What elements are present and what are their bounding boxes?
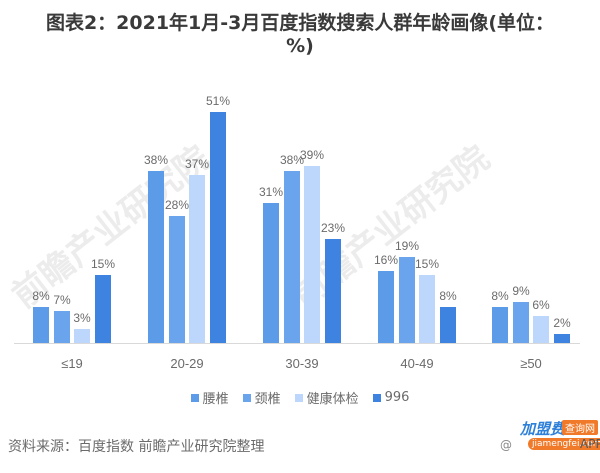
data-label: 8% xyxy=(491,289,509,303)
data-label: 7% xyxy=(53,293,71,307)
legend-label: 996 xyxy=(384,390,410,405)
badge-brand: 加盟费 xyxy=(520,420,566,438)
bar xyxy=(440,307,456,343)
data-label: 38% xyxy=(279,153,305,167)
data-label: 31% xyxy=(258,185,284,199)
bar xyxy=(378,271,394,343)
x-tick-label: 40-49 xyxy=(400,356,434,371)
legend-label: 健康体检 xyxy=(306,392,359,407)
bar xyxy=(74,329,90,343)
bar xyxy=(304,166,320,343)
bar xyxy=(189,175,205,343)
data-label: 19% xyxy=(394,239,420,253)
x-axis-line xyxy=(14,343,580,344)
plot-area: 8% 7% 3% 15% ≤19 38% 28% 37% 51% 20-29 31% 38% 39% 23… xyxy=(32,94,571,371)
data-label: 38% xyxy=(143,153,169,167)
legend-item: 腰椎 xyxy=(190,388,229,407)
data-label: 8% xyxy=(439,289,457,303)
data-label: 8% xyxy=(32,289,50,303)
x-tick-label: 20-29 xyxy=(170,356,204,371)
bar xyxy=(263,203,279,343)
data-label: 28% xyxy=(164,198,190,212)
legend-swatch-icon xyxy=(294,393,303,402)
badge-at: @ xyxy=(500,438,512,452)
bar xyxy=(95,275,111,343)
bar xyxy=(513,302,529,343)
badge-app: APP xyxy=(580,437,600,451)
chart-title: 图表2：2021年1月-3月百度指数搜索人群年龄画像(单位：%) xyxy=(45,12,555,57)
data-label: 2% xyxy=(553,316,571,330)
x-tick-label: ≥50 xyxy=(520,356,542,371)
bar xyxy=(419,275,435,343)
bar xyxy=(33,307,49,343)
legend-swatch-icon xyxy=(242,393,251,402)
bar xyxy=(533,316,549,343)
legend-item: 颈椎 xyxy=(242,388,281,407)
source-note: 资料来源：百度指数 前瞻产业研究院整理 xyxy=(8,439,265,455)
site-badge: 加盟费 查询网 @ jiamengfei.com APP xyxy=(500,418,600,468)
data-label: 9% xyxy=(512,284,530,298)
data-label: 15% xyxy=(414,257,440,271)
bar xyxy=(399,257,415,343)
bar xyxy=(325,239,341,343)
data-label: 6% xyxy=(532,298,550,312)
data-label: 51% xyxy=(205,94,231,108)
legend-swatch-icon xyxy=(372,393,381,402)
data-label: 3% xyxy=(73,311,91,325)
data-label: 15% xyxy=(90,257,116,271)
badge-tag: 查询网 xyxy=(562,420,598,435)
data-label: 23% xyxy=(320,221,346,235)
legend-label: 腰椎 xyxy=(202,392,229,407)
data-label: 16% xyxy=(373,253,399,267)
legend-label: 颈椎 xyxy=(254,392,281,407)
bar xyxy=(210,112,226,343)
data-label: 37% xyxy=(184,157,210,171)
x-tick-label: 30-39 xyxy=(285,356,319,371)
legend-item: 健康体检 xyxy=(294,388,359,407)
data-label: 39% xyxy=(299,148,325,162)
badge-url: jiamengfei.com xyxy=(528,438,600,450)
legend: 腰椎 颈椎 健康体检 996 xyxy=(0,388,600,407)
bar xyxy=(148,171,164,343)
bar xyxy=(169,216,185,343)
legend-item: 996 xyxy=(372,388,410,407)
x-tick-label: ≤19 xyxy=(61,356,83,371)
bar xyxy=(54,311,70,343)
bar xyxy=(492,307,508,343)
legend-swatch-icon xyxy=(190,393,199,402)
bar xyxy=(284,171,300,343)
bar xyxy=(554,334,570,343)
